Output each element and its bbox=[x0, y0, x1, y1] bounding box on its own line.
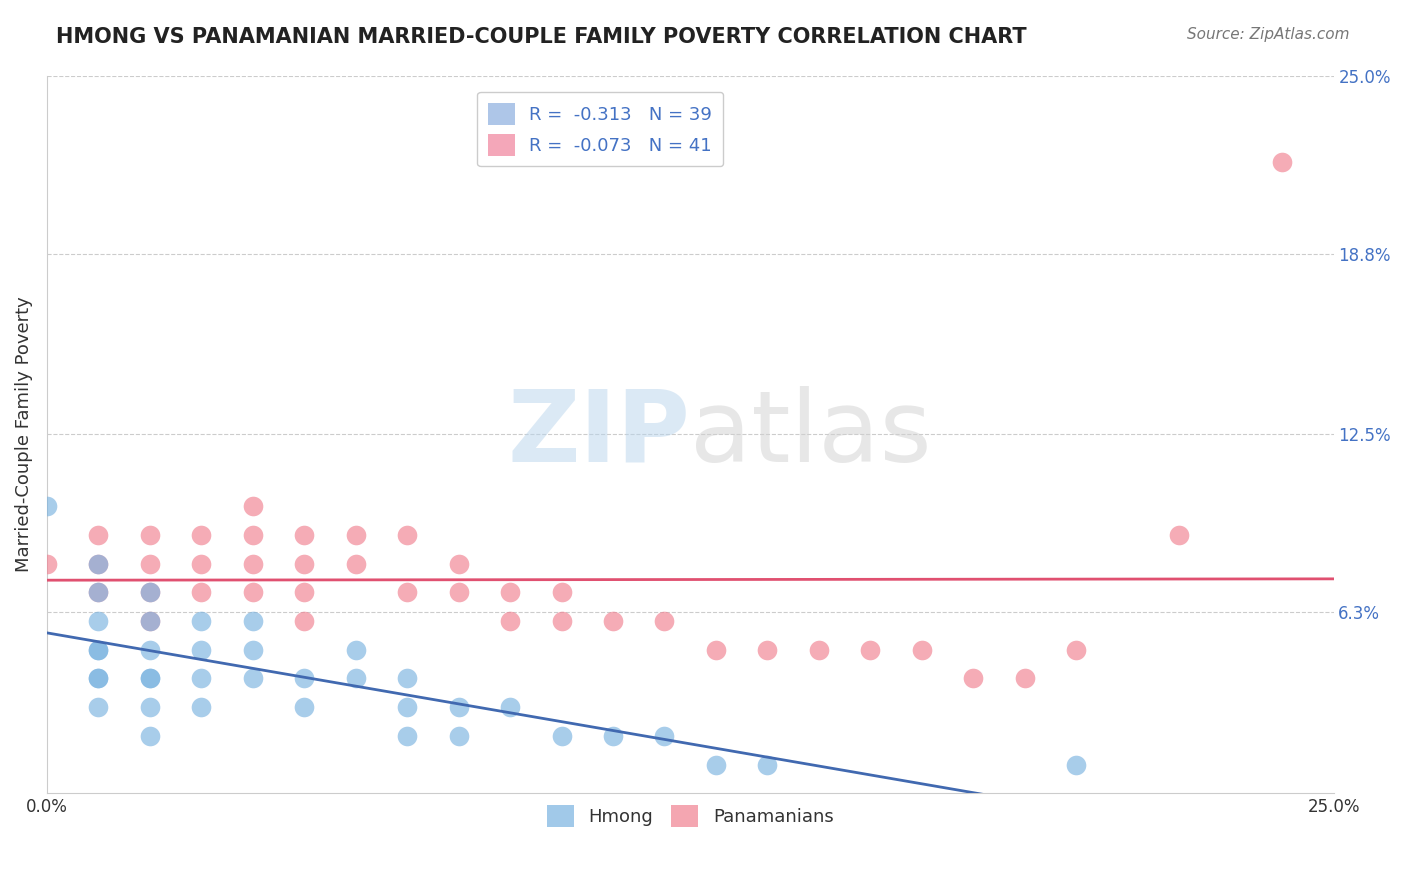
Point bbox=[1064, 757, 1087, 772]
Point bbox=[396, 528, 419, 542]
Point bbox=[87, 642, 110, 657]
Point bbox=[87, 700, 110, 714]
Text: Source: ZipAtlas.com: Source: ZipAtlas.com bbox=[1187, 27, 1350, 42]
Point bbox=[139, 557, 162, 571]
Point bbox=[654, 729, 676, 743]
Point bbox=[704, 757, 727, 772]
Point bbox=[190, 557, 212, 571]
Point bbox=[242, 557, 264, 571]
Point bbox=[87, 672, 110, 686]
Point bbox=[242, 528, 264, 542]
Point bbox=[292, 585, 315, 599]
Point bbox=[807, 642, 830, 657]
Point bbox=[87, 557, 110, 571]
Text: HMONG VS PANAMANIAN MARRIED-COUPLE FAMILY POVERTY CORRELATION CHART: HMONG VS PANAMANIAN MARRIED-COUPLE FAMIL… bbox=[56, 27, 1026, 46]
Point bbox=[139, 614, 162, 628]
Point bbox=[859, 642, 882, 657]
Point bbox=[550, 614, 572, 628]
Point bbox=[242, 614, 264, 628]
Point bbox=[87, 672, 110, 686]
Point bbox=[499, 700, 522, 714]
Point bbox=[139, 642, 162, 657]
Point bbox=[292, 700, 315, 714]
Point bbox=[139, 614, 162, 628]
Point bbox=[139, 528, 162, 542]
Point bbox=[87, 585, 110, 599]
Point bbox=[292, 614, 315, 628]
Point bbox=[87, 528, 110, 542]
Point bbox=[447, 585, 470, 599]
Point bbox=[396, 585, 419, 599]
Point bbox=[139, 672, 162, 686]
Point bbox=[242, 585, 264, 599]
Point bbox=[35, 557, 58, 571]
Point bbox=[1014, 672, 1036, 686]
Point bbox=[344, 528, 367, 542]
Point bbox=[499, 614, 522, 628]
Point bbox=[190, 642, 212, 657]
Point bbox=[499, 585, 522, 599]
Point bbox=[292, 528, 315, 542]
Point bbox=[242, 672, 264, 686]
Point bbox=[87, 585, 110, 599]
Point bbox=[190, 700, 212, 714]
Point bbox=[756, 642, 779, 657]
Point bbox=[190, 672, 212, 686]
Point bbox=[704, 642, 727, 657]
Point bbox=[447, 557, 470, 571]
Point bbox=[87, 614, 110, 628]
Point bbox=[139, 672, 162, 686]
Point bbox=[87, 557, 110, 571]
Point bbox=[190, 614, 212, 628]
Point bbox=[602, 729, 624, 743]
Point bbox=[447, 700, 470, 714]
Point bbox=[602, 614, 624, 628]
Point bbox=[292, 557, 315, 571]
Legend: Hmong, Panamanians: Hmong, Panamanians bbox=[540, 798, 841, 835]
Point bbox=[1168, 528, 1191, 542]
Point bbox=[190, 585, 212, 599]
Point bbox=[550, 729, 572, 743]
Y-axis label: Married-Couple Family Poverty: Married-Couple Family Poverty bbox=[15, 296, 32, 573]
Point bbox=[756, 757, 779, 772]
Point bbox=[139, 585, 162, 599]
Point bbox=[344, 557, 367, 571]
Point bbox=[447, 729, 470, 743]
Point bbox=[242, 642, 264, 657]
Point bbox=[1271, 154, 1294, 169]
Point bbox=[139, 729, 162, 743]
Point bbox=[911, 642, 934, 657]
Point bbox=[139, 585, 162, 599]
Point bbox=[190, 528, 212, 542]
Point bbox=[139, 700, 162, 714]
Point bbox=[35, 500, 58, 514]
Point bbox=[962, 672, 984, 686]
Point bbox=[396, 729, 419, 743]
Point bbox=[87, 642, 110, 657]
Point bbox=[654, 614, 676, 628]
Point bbox=[396, 700, 419, 714]
Point bbox=[396, 672, 419, 686]
Point bbox=[550, 585, 572, 599]
Text: ZIP: ZIP bbox=[508, 386, 690, 483]
Point bbox=[344, 642, 367, 657]
Point bbox=[292, 672, 315, 686]
Point bbox=[1064, 642, 1087, 657]
Point bbox=[242, 500, 264, 514]
Text: atlas: atlas bbox=[690, 386, 932, 483]
Point bbox=[344, 672, 367, 686]
